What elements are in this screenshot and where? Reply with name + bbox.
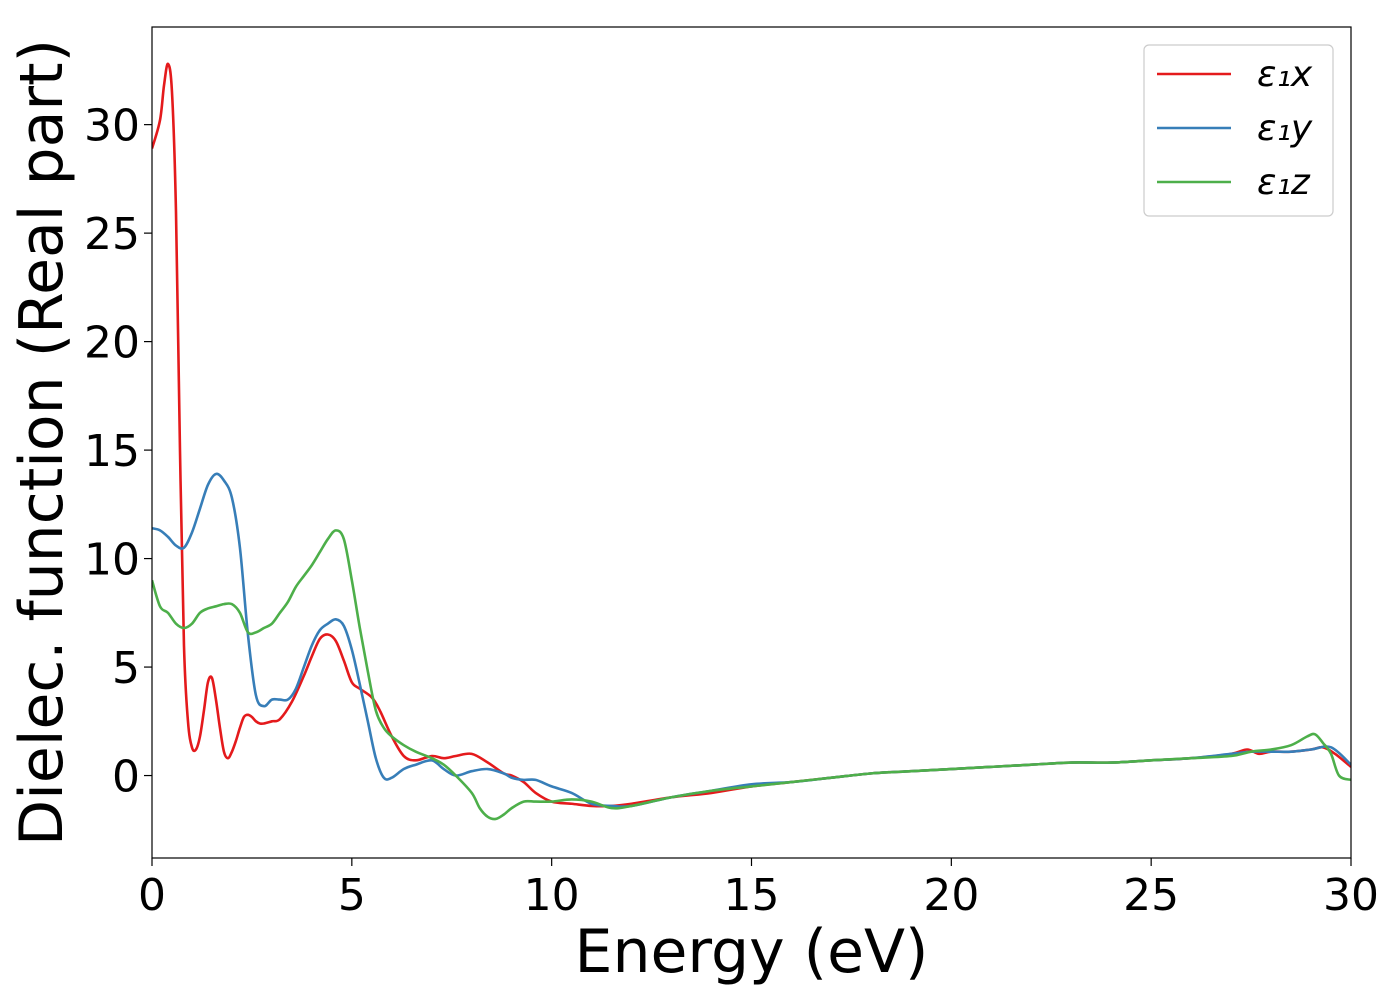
y-tick-label: 10 xyxy=(84,535,140,586)
y-tick-label: 20 xyxy=(84,318,140,369)
x-tick-label: 10 xyxy=(524,870,580,921)
y-tick-label: 0 xyxy=(112,752,140,803)
legend-box xyxy=(1143,44,1334,217)
x-tick-label: 30 xyxy=(1323,870,1379,921)
x-tick-label: 0 xyxy=(138,870,166,921)
x-axis-label: Energy (eV) xyxy=(575,917,929,987)
x-tick-label: 25 xyxy=(1123,870,1179,921)
y-tick-label: 25 xyxy=(84,209,140,260)
y-tick-label: 5 xyxy=(112,643,140,694)
plot-lines xyxy=(152,62,1351,821)
x-tick-label: 15 xyxy=(724,870,780,921)
legend: ε₁x ε₁y ε₁z xyxy=(1143,44,1334,217)
legend-label-1: ε₁x xyxy=(1257,54,1313,95)
y-axis: 0 5 10 15 20 25 30 xyxy=(84,101,152,803)
x-tick-label: 5 xyxy=(338,870,366,921)
y-axis-label: Dielec. function (Real part) xyxy=(7,39,77,846)
series-line-2 xyxy=(152,472,1351,808)
legend-label-3: ε₁z xyxy=(1257,162,1311,203)
x-tick-label: 20 xyxy=(923,870,979,921)
y-tick-label: 30 xyxy=(84,101,140,152)
y-tick-label: 15 xyxy=(84,426,140,477)
legend-label-2: ε₁y xyxy=(1257,108,1313,149)
series-line-3 xyxy=(152,529,1351,821)
x-axis: 0 5 10 15 20 25 30 xyxy=(138,858,1379,921)
